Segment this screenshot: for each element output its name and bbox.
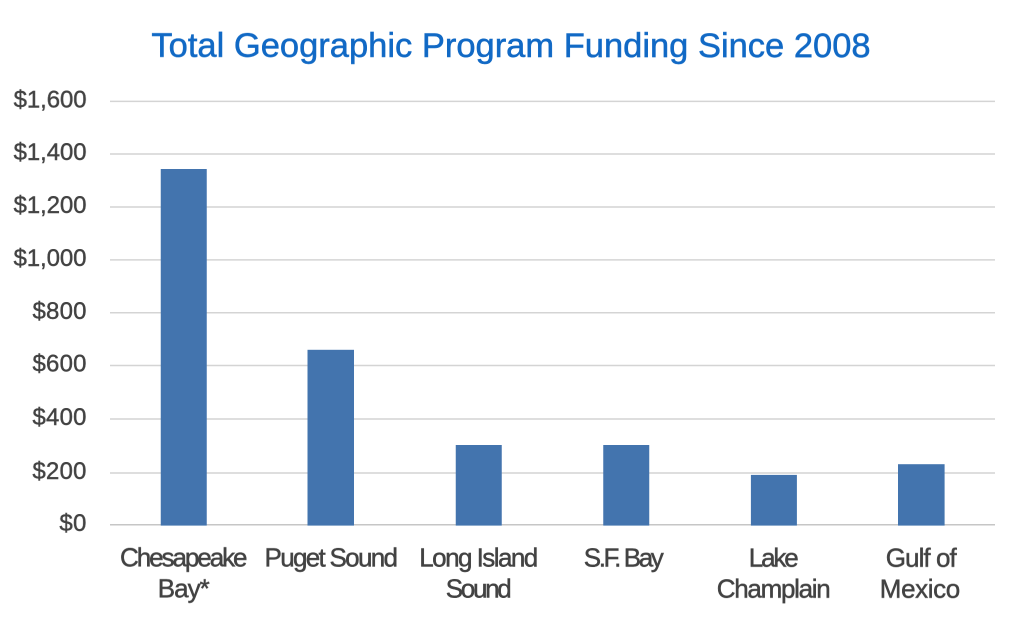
svg-text:Sound: Sound [446, 573, 512, 603]
svg-text:Mexico: Mexico [880, 574, 960, 604]
svg-text:$1,000: $1,000 [14, 245, 87, 272]
svg-text:$800: $800 [32, 298, 86, 325]
svg-text:Champlain: Champlain [717, 574, 831, 604]
svg-text:Puget Sound: Puget Sound [265, 542, 398, 572]
svg-text:Chesapeake: Chesapeake [120, 542, 248, 572]
svg-text:$600: $600 [32, 350, 86, 377]
svg-text:$200: $200 [32, 458, 86, 485]
svg-text:$1,200: $1,200 [14, 192, 87, 219]
svg-text:Total Geographic Program Fundi: Total Geographic Program Funding Since 2… [151, 27, 870, 65]
svg-text:Bay*: Bay* [158, 573, 210, 603]
svg-text:$0: $0 [59, 510, 86, 537]
svg-text:Lake: Lake [749, 543, 799, 573]
svg-text:$1,600: $1,600 [14, 86, 87, 113]
svg-text:$1,400: $1,400 [14, 139, 87, 166]
svg-text:Gulf of: Gulf of [886, 543, 958, 573]
svg-text:$400: $400 [32, 404, 86, 431]
svg-text:Long Island: Long Island [419, 542, 538, 572]
svg-text:S.F. Bay: S.F. Bay [584, 543, 664, 573]
